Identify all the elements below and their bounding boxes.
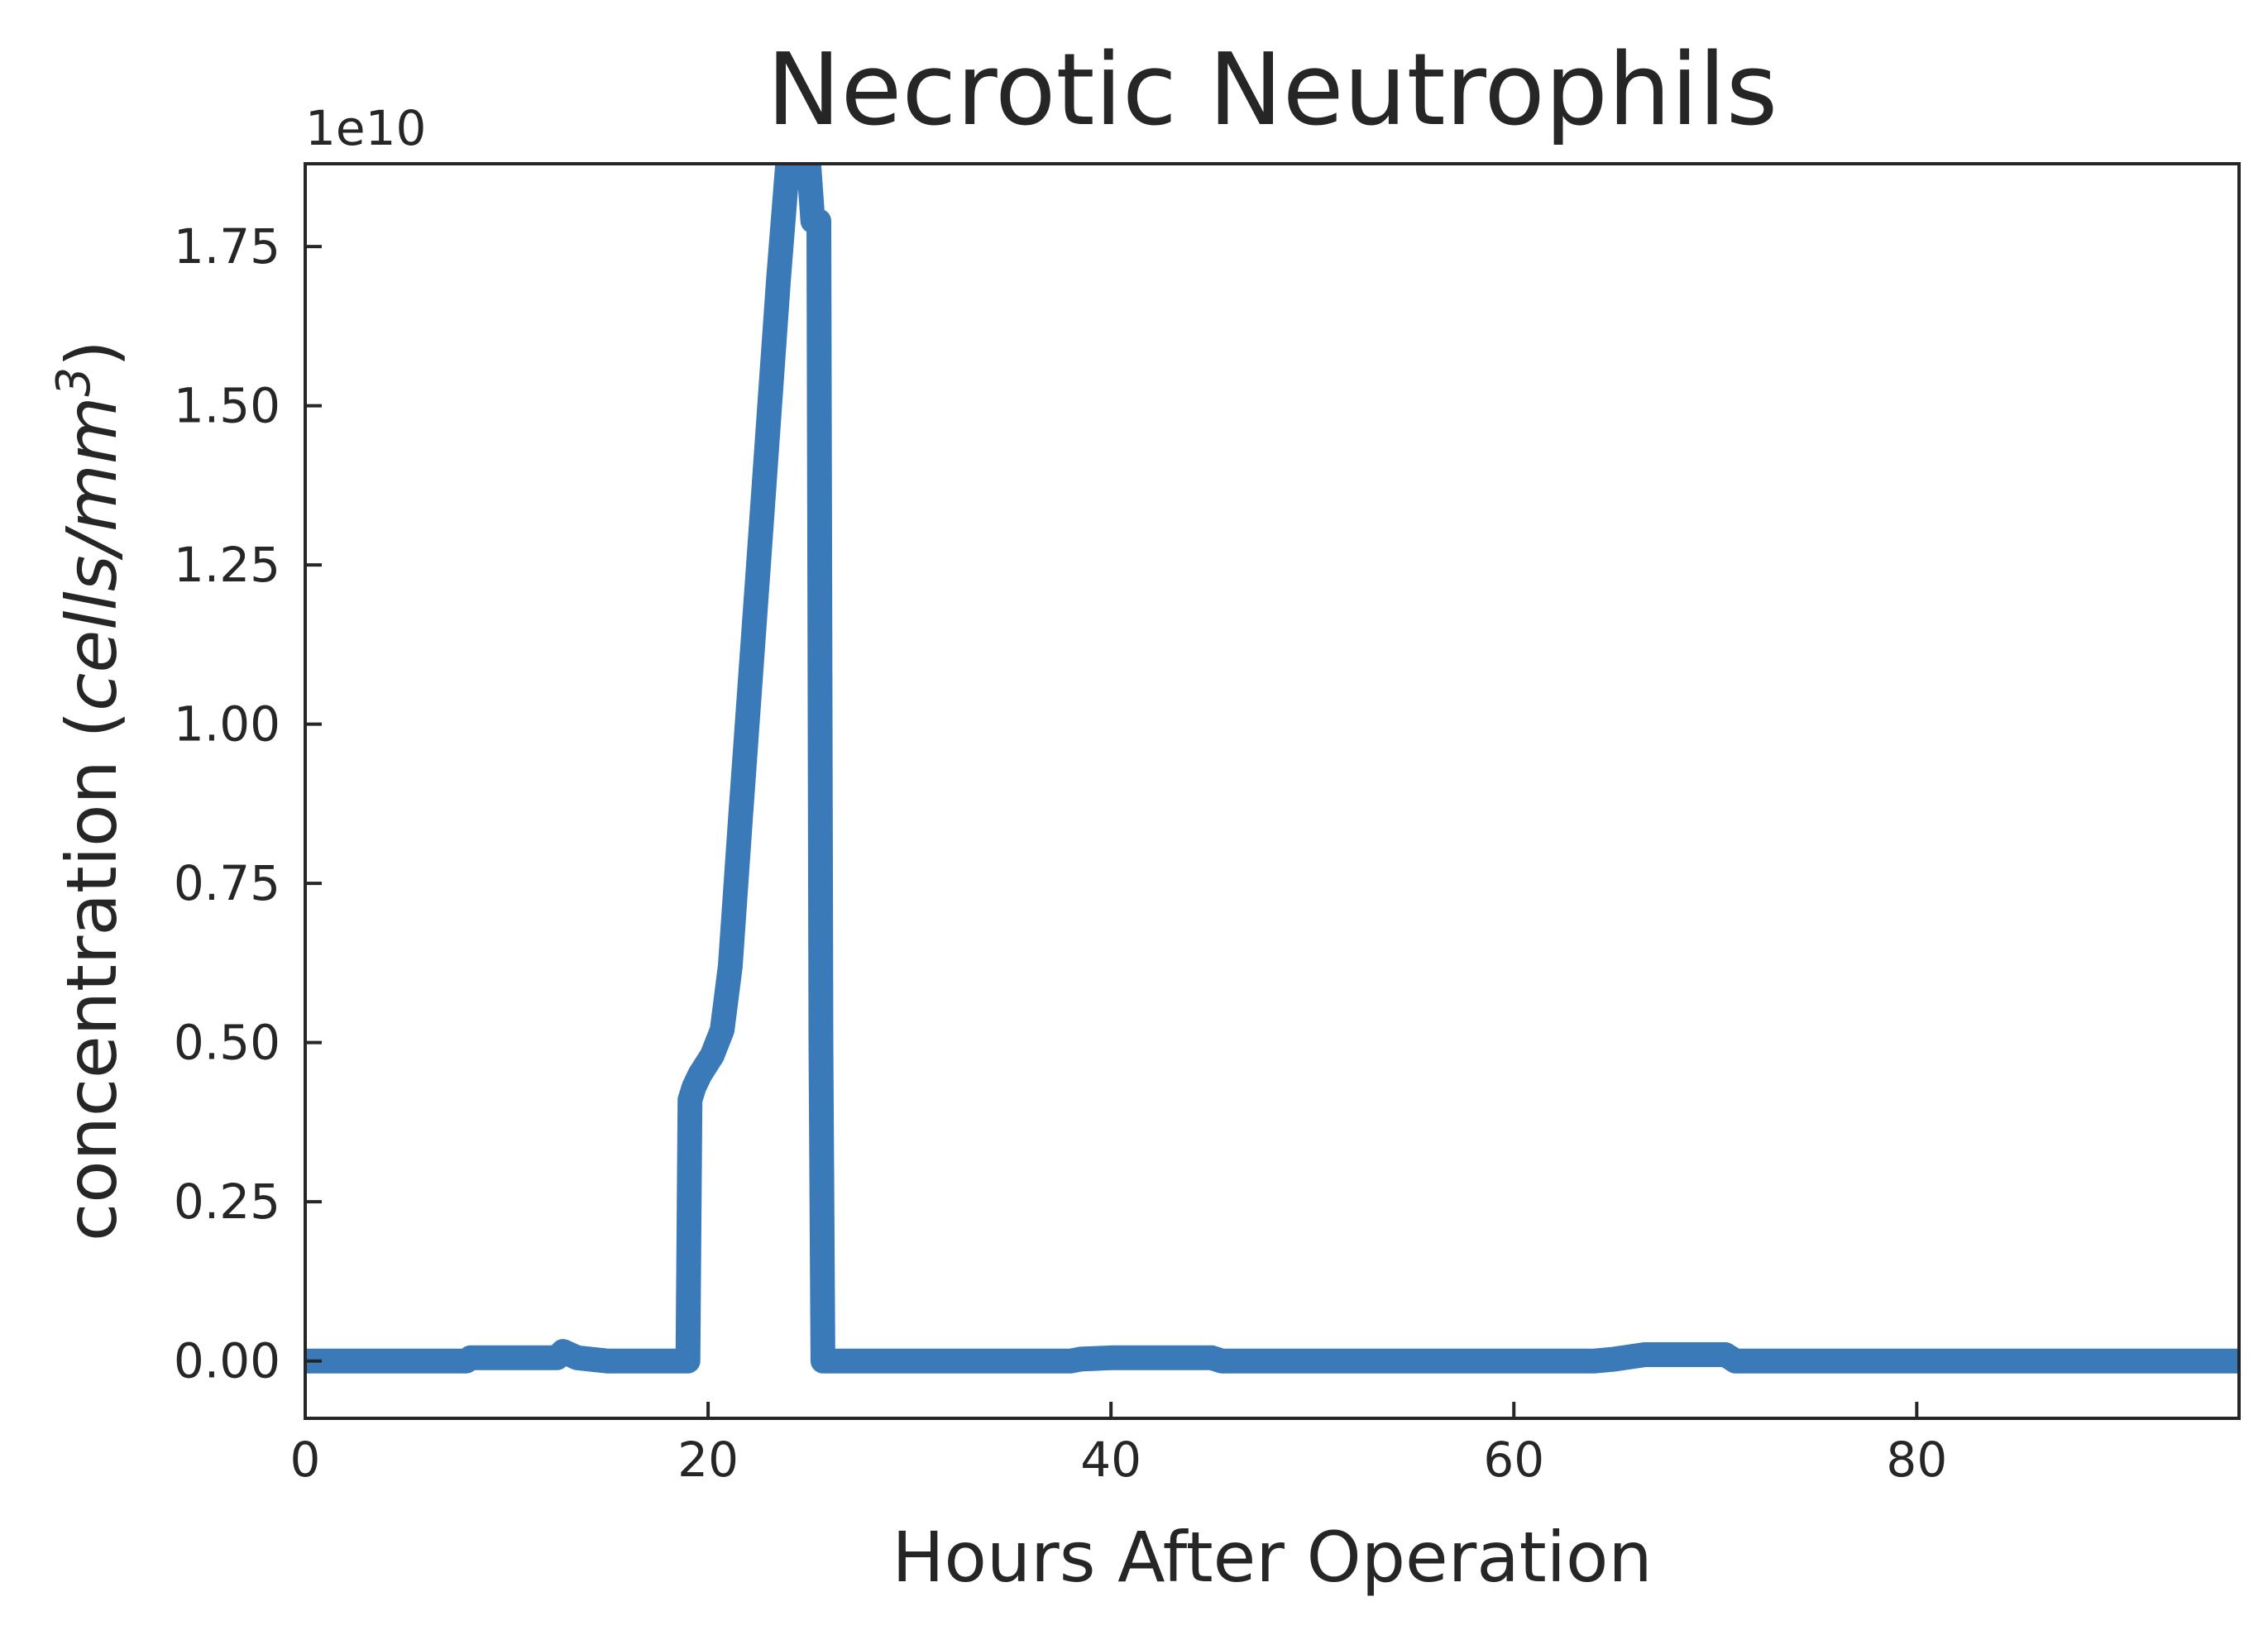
y-tick-label: 0.50 — [174, 1015, 280, 1071]
y-tick-label: 1.00 — [174, 696, 280, 753]
y-tick-label: 0.25 — [174, 1174, 280, 1230]
y-axis: 0.00 0.25 0.50 0.75 1.00 1.25 1.50 1.75 — [174, 218, 322, 1389]
y-axis-label-suffix: ) — [51, 340, 132, 367]
x-axis-label: Hours After Operation — [892, 1517, 1652, 1598]
plot-area — [305, 164, 2239, 1374]
y-axis-label: concentration (cells/mm3) — [47, 340, 132, 1241]
x-tick-label: 20 — [677, 1432, 739, 1488]
chart-title: Necrotic Neutrophils — [767, 33, 1778, 148]
y-axis-label-unit: cells/mm — [51, 396, 132, 710]
x-axis: 0 20 40 60 80 — [290, 1402, 1947, 1488]
y-offset-label: 1e10 — [305, 100, 426, 156]
y-axis-label-exponent: 3 — [47, 367, 101, 397]
x-tick-label: 80 — [1886, 1432, 1947, 1488]
y-axis-label-prefix: concentration ( — [51, 711, 132, 1241]
series-line-0 — [305, 164, 2239, 1374]
y-tick-label: 1.50 — [174, 378, 280, 434]
y-tick-label: 0.75 — [174, 855, 280, 911]
y-tick-label: 1.75 — [174, 218, 280, 275]
x-tick-label: 60 — [1483, 1432, 1544, 1488]
plot-frame — [304, 162, 2241, 1420]
x-tick-label: 40 — [1080, 1432, 1141, 1488]
y-tick-label: 1.25 — [174, 537, 280, 593]
x-tick-label: 0 — [290, 1432, 321, 1488]
y-tick-label: 0.00 — [174, 1333, 280, 1389]
